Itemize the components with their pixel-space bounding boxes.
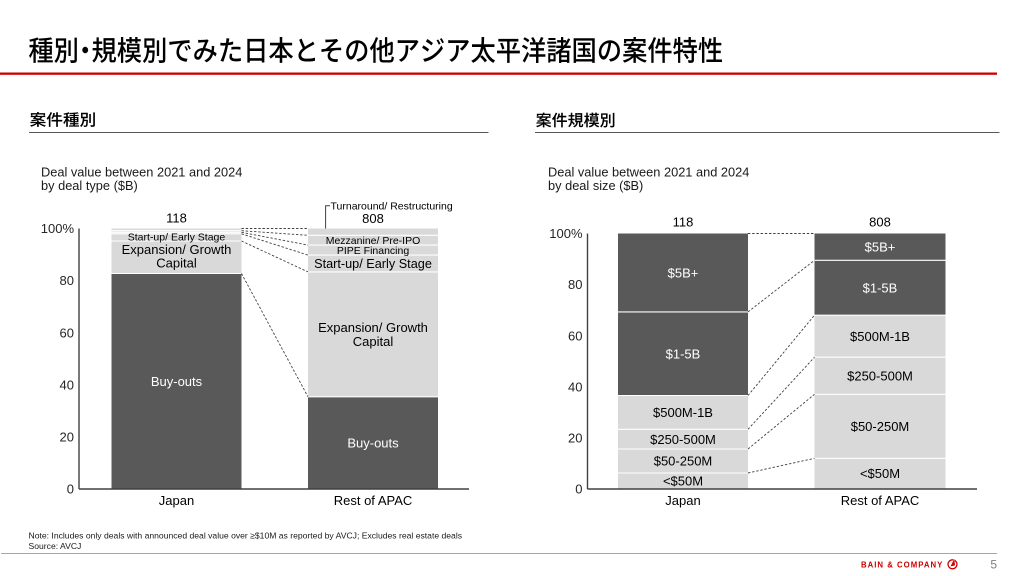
svg-text:Deal value between 2021 and 20: Deal value between 2021 and 2024 <box>41 164 242 179</box>
svg-text:Expansion/ Growth: Expansion/ Growth <box>122 242 232 257</box>
svg-text:$500M-1B: $500M-1B <box>653 405 713 420</box>
svg-text:5: 5 <box>990 558 997 572</box>
svg-text:Rest of APAC: Rest of APAC <box>334 493 413 508</box>
svg-text:PIPE Financing: PIPE Financing <box>337 245 410 257</box>
svg-text:0: 0 <box>575 482 582 497</box>
svg-text:$1-5B: $1-5B <box>863 280 898 295</box>
svg-text:20: 20 <box>60 430 74 445</box>
svg-text:$50-250M: $50-250M <box>654 454 713 469</box>
svg-text:$250-500M: $250-500M <box>847 368 913 383</box>
svg-text:60: 60 <box>60 325 74 340</box>
svg-text:60: 60 <box>568 328 582 343</box>
svg-text:20: 20 <box>568 431 582 446</box>
svg-text:80: 80 <box>60 273 74 288</box>
svg-text:Note: Includes only deals with: Note: Includes only deals with announced… <box>29 531 463 541</box>
svg-text:$250-500M: $250-500M <box>650 432 716 447</box>
svg-text:Buy-outs: Buy-outs <box>347 436 399 451</box>
svg-text:80: 80 <box>568 277 582 292</box>
svg-text:$500M-1B: $500M-1B <box>850 329 910 344</box>
svg-text:808: 808 <box>869 215 891 230</box>
svg-text:Japan: Japan <box>159 493 194 508</box>
svg-text:$1-5B: $1-5B <box>666 346 701 361</box>
svg-text:Expansion/ Growth: Expansion/ Growth <box>318 320 428 335</box>
svg-text:Capital: Capital <box>353 334 394 349</box>
svg-text:by deal size ($B): by deal size ($B) <box>548 178 643 193</box>
svg-text:Mezzanine/ Pre-IPO: Mezzanine/ Pre-IPO <box>326 235 421 247</box>
svg-text:118: 118 <box>673 215 694 230</box>
svg-text:Source: AVCJ: Source: AVCJ <box>29 541 82 551</box>
svg-text:Japan: Japan <box>665 493 700 508</box>
svg-text:$5B+: $5B+ <box>865 240 896 255</box>
svg-text:100%: 100% <box>549 226 583 241</box>
svg-text:<$50M: <$50M <box>663 474 703 489</box>
svg-text:Capital: Capital <box>156 256 197 271</box>
svg-text:Start-up/ Early Stage: Start-up/ Early Stage <box>128 232 226 244</box>
svg-text:$5B+: $5B+ <box>668 265 699 280</box>
svg-text:BAIN & COMPANY: BAIN & COMPANY <box>861 560 943 569</box>
svg-text:100%: 100% <box>41 221 75 236</box>
svg-text:<$50M: <$50M <box>860 466 900 481</box>
svg-text:Start-up/ Early Stage: Start-up/ Early Stage <box>314 257 432 271</box>
svg-text:118: 118 <box>166 210 187 225</box>
svg-text:Turnaround/ Restructuring: Turnaround/ Restructuring <box>331 201 453 213</box>
svg-text:Deal value between 2021 and 20: Deal value between 2021 and 2024 <box>548 164 749 179</box>
svg-text:0: 0 <box>67 482 74 497</box>
svg-text:808: 808 <box>362 211 384 226</box>
svg-text:by deal type ($B): by deal type ($B) <box>41 178 138 193</box>
svg-text:40: 40 <box>60 377 74 392</box>
svg-text:Buy-outs: Buy-outs <box>151 374 203 389</box>
svg-text:40: 40 <box>568 379 582 394</box>
svg-text:Rest of APAC: Rest of APAC <box>841 493 920 508</box>
svg-text:$50-250M: $50-250M <box>851 419 910 434</box>
